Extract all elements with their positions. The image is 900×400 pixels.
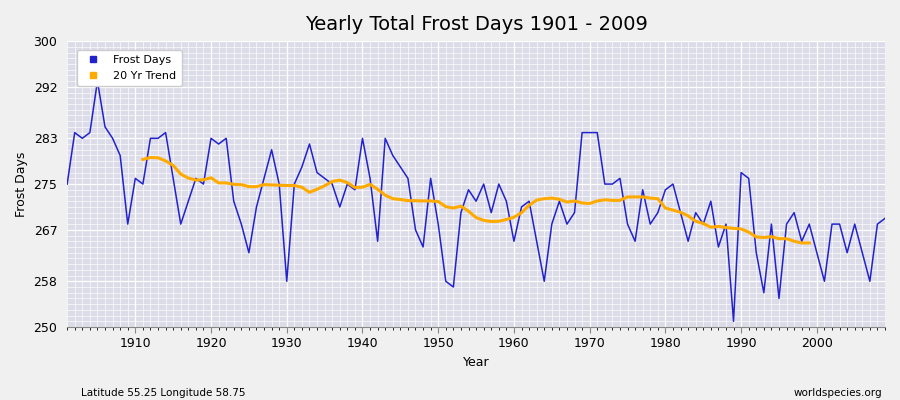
- Legend: Frost Days, 20 Yr Trend: Frost Days, 20 Yr Trend: [76, 50, 182, 86]
- Text: Latitude 55.25 Longitude 58.75: Latitude 55.25 Longitude 58.75: [81, 388, 246, 398]
- Title: Yearly Total Frost Days 1901 - 2009: Yearly Total Frost Days 1901 - 2009: [304, 15, 647, 34]
- Text: worldspecies.org: worldspecies.org: [794, 388, 882, 398]
- Y-axis label: Frost Days: Frost Days: [15, 151, 28, 217]
- X-axis label: Year: Year: [463, 356, 490, 369]
